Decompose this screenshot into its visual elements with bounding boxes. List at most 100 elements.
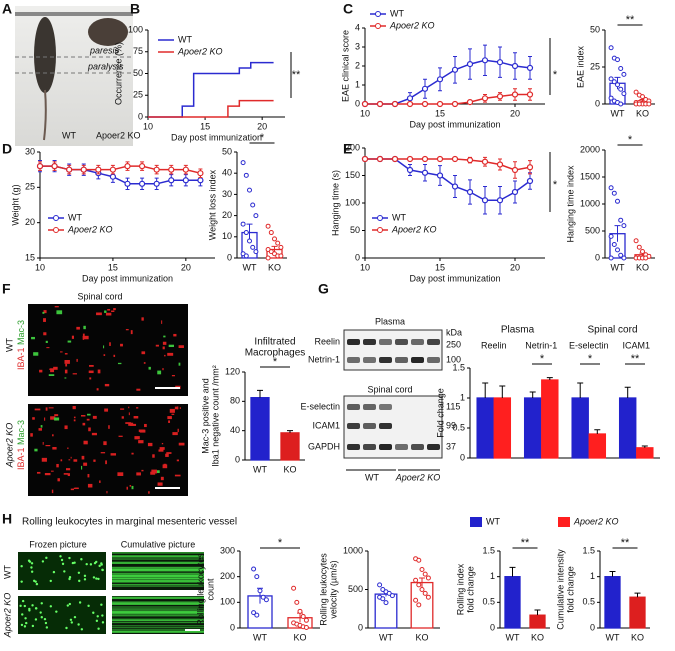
speck: [157, 482, 163, 486]
marker: [95, 166, 102, 173]
panel-letter: G: [318, 281, 329, 297]
bar: [523, 397, 542, 459]
speck: [83, 325, 86, 330]
speck: [178, 442, 185, 446]
band: [395, 357, 408, 363]
bar: [604, 576, 621, 629]
data-point: [615, 82, 620, 88]
legend-marker: [377, 227, 383, 233]
y-tick-label: 75: [133, 46, 143, 56]
speck: [86, 418, 90, 421]
cell: [31, 604, 34, 607]
legend-label: Apoer2 KO: [391, 224, 437, 234]
streak: [112, 555, 204, 558]
speck: [134, 436, 140, 440]
legend-marker: [53, 227, 59, 233]
mouse: [88, 18, 128, 46]
speck: [72, 406, 76, 410]
speck: [81, 465, 83, 470]
speck: [144, 423, 147, 428]
streak: [112, 574, 204, 577]
marker: [526, 177, 534, 185]
error-bar: [246, 223, 253, 242]
y-tick-label: 1.5: [482, 545, 495, 555]
axis-label: Iba1 negative count /mm²: [210, 365, 220, 467]
marker: [526, 164, 534, 171]
cell: [24, 617, 27, 620]
y-tick-label: 10: [222, 231, 232, 241]
label: Mac-3: [16, 420, 26, 445]
axis-label: Rolling index: [455, 563, 465, 615]
marker: [481, 57, 489, 64]
speck: [111, 310, 115, 312]
y-tick-label: 40: [230, 425, 240, 435]
data-point: [621, 255, 627, 261]
cell: [97, 627, 100, 630]
cell: [28, 560, 32, 563]
speck: [108, 425, 110, 429]
speck: [33, 352, 39, 356]
cell: [30, 566, 33, 569]
marker: [511, 188, 519, 196]
label: IBA-1 Mac-3: [16, 320, 26, 370]
x-tick-label: WT: [606, 632, 620, 642]
speck: [42, 311, 45, 314]
speck: [104, 408, 109, 412]
y-tick-label: 0.5: [582, 597, 595, 607]
x-tick-label: WT: [253, 632, 267, 642]
cell: [63, 570, 66, 573]
speck: [43, 310, 47, 314]
band: [427, 357, 440, 363]
cell: [39, 611, 42, 614]
cell: [45, 556, 48, 560]
panel-letter: F: [2, 281, 11, 297]
speck: [42, 441, 44, 445]
y-tick-label: 0: [595, 252, 600, 262]
speck: [100, 452, 106, 454]
data-point: [243, 253, 249, 259]
marker: [406, 100, 414, 108]
y-tick-label: 80: [230, 396, 240, 406]
legend-swatch: [470, 517, 482, 527]
cell: [101, 614, 104, 617]
x-tick-label: 20: [181, 262, 191, 272]
marker: [496, 59, 504, 66]
speck: [64, 377, 67, 379]
speck: [44, 417, 46, 421]
x-tick-label: KO: [283, 464, 296, 474]
panel-letter: B: [130, 1, 140, 17]
panel-letter: C: [343, 1, 353, 17]
streak: [112, 558, 204, 560]
label: WT: [62, 130, 76, 140]
y-tick-label: 0: [355, 252, 360, 262]
axis-label: Occurrence (%): [113, 42, 123, 105]
bar-rod: [15, 12, 133, 16]
legend-label: Apoer2 KO: [573, 516, 619, 526]
speck: [41, 457, 47, 462]
speck: [178, 362, 181, 366]
y-tick-label: 0: [235, 454, 240, 464]
x-tick-label: 20: [510, 108, 520, 118]
marker: [526, 64, 534, 72]
speck: [56, 463, 59, 468]
band: [395, 339, 408, 345]
speck: [138, 440, 144, 444]
speck: [66, 468, 71, 471]
error-bar: [634, 592, 641, 598]
data-point: [621, 71, 627, 77]
cell: [60, 558, 64, 562]
streak: [112, 606, 204, 608]
marker: [391, 155, 399, 163]
speck: [73, 419, 76, 422]
speck: [38, 428, 42, 431]
cell: [80, 558, 83, 561]
marker: [481, 197, 489, 204]
marker: [466, 157, 474, 164]
speck: [43, 318, 46, 322]
axis-label: EAE index: [575, 45, 585, 88]
axis-label: Day post immunization: [171, 132, 262, 142]
data-point: [615, 198, 620, 204]
bar: [618, 397, 637, 459]
y-tick-label: 50: [350, 225, 360, 235]
series-line: [365, 59, 531, 105]
